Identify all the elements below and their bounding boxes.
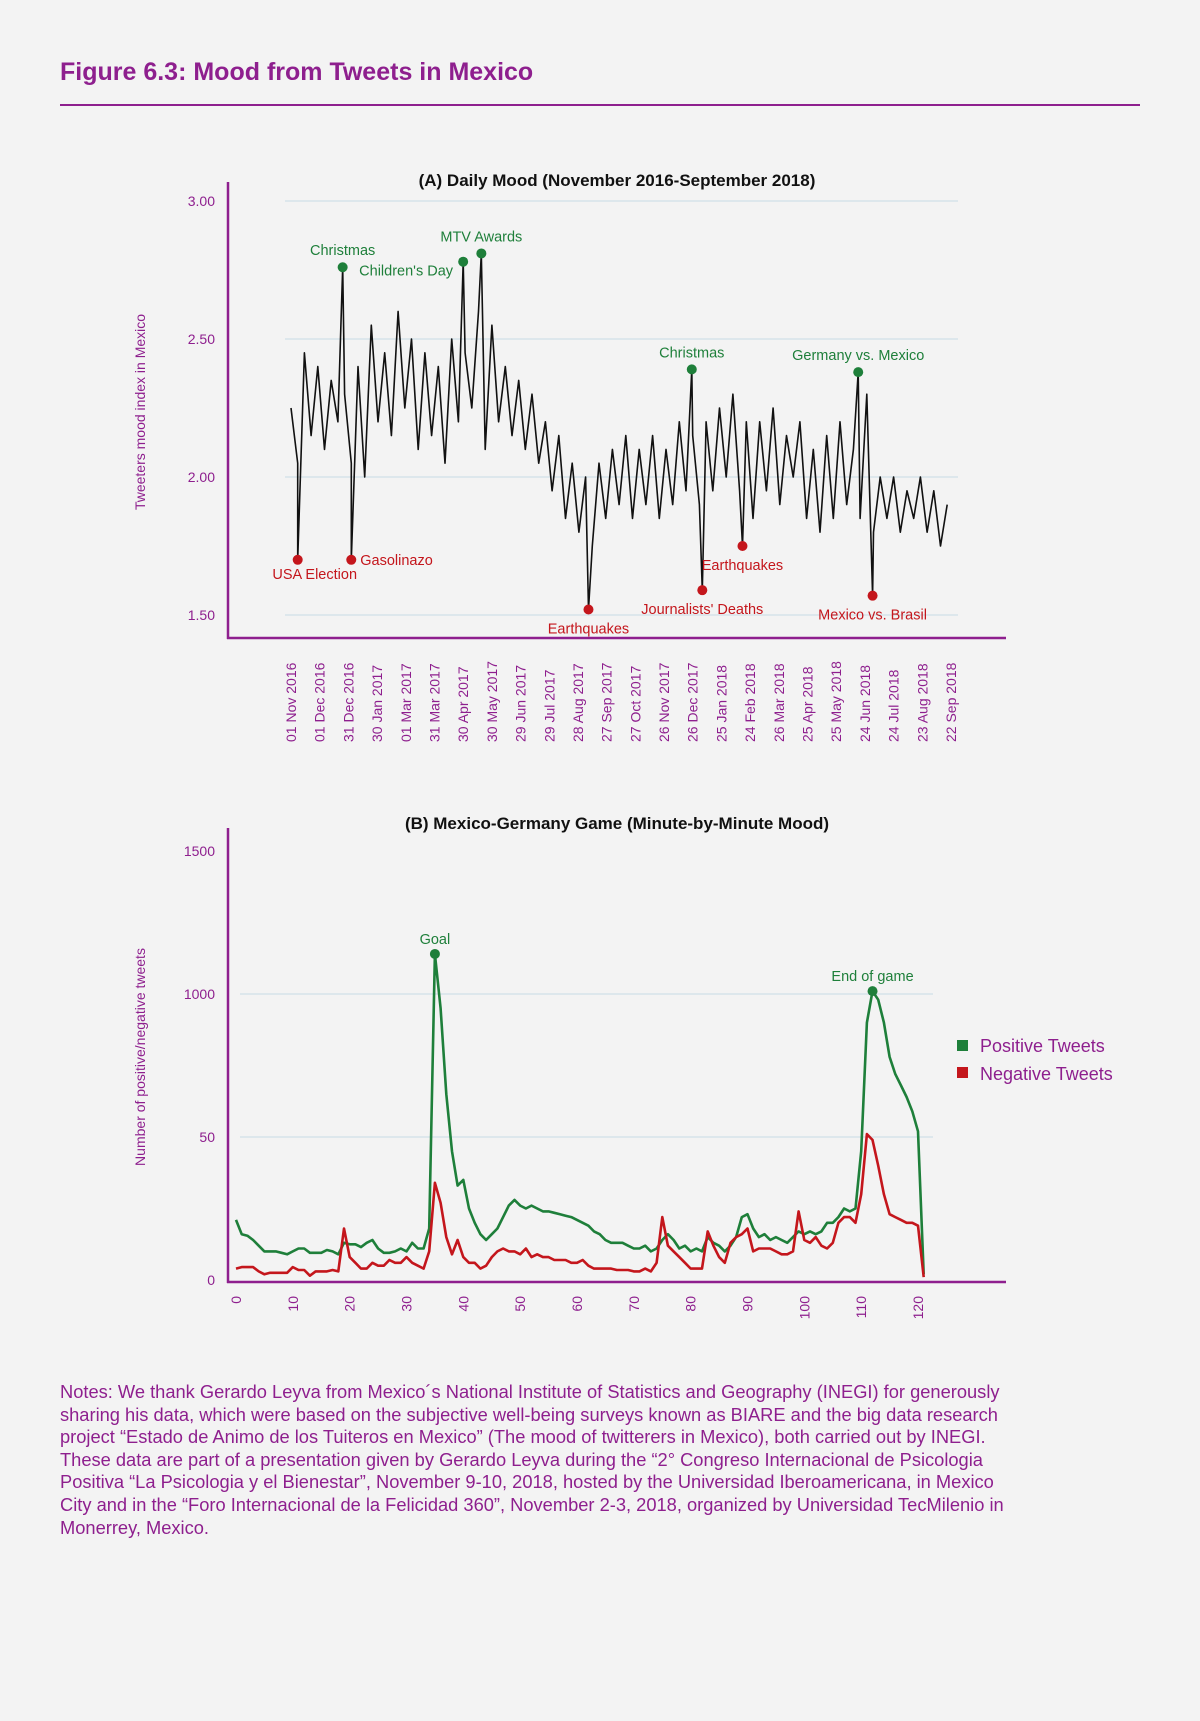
notes-line: Positiva “La Psicologia y el Bienestar”,… (60, 1471, 994, 1493)
x-tick-label: 27 Oct 2017 (627, 666, 643, 742)
y-tick-label: 50 (199, 1129, 215, 1145)
x-tick-label: 22 Sep 2018 (943, 662, 959, 742)
event-marker (697, 585, 708, 596)
x-tick-label: 50 (512, 1296, 528, 1312)
y-tick-label: 0 (207, 1272, 215, 1288)
x-tick-label: 70 (626, 1296, 642, 1312)
event-label: End of game (831, 969, 913, 985)
x-tick-label: 30 Apr 2017 (455, 666, 471, 742)
x-tick-label: 60 (569, 1296, 585, 1312)
y-tick-label: 1.50 (188, 607, 215, 623)
y-tick-label: 1500 (184, 843, 215, 859)
x-tick-label: 30 May 2017 (484, 661, 500, 742)
x-tick-label: 29 Jun 2017 (513, 665, 529, 742)
x-tick-label: 25 Apr 2018 (800, 666, 816, 742)
x-tick-label: 31 Mar 2017 (426, 663, 442, 742)
event-label: Goal (420, 932, 451, 948)
y-tick-label: 3.00 (188, 193, 215, 209)
figure-notes: Notes: We thank Gerardo Leyva from Mexic… (60, 1381, 1004, 1539)
event-label: Journalists' Deaths (641, 602, 763, 618)
event-label: Christmas (310, 243, 375, 259)
chart-b-legend: Positive Tweets Negative Tweets (957, 1036, 1113, 1084)
x-tick-label: 24 Jul 2018 (886, 669, 902, 742)
legend-swatch-negative (957, 1067, 968, 1078)
x-tick-label: 25 May 2018 (828, 661, 844, 742)
event-marker (476, 248, 487, 259)
x-tick-label: 26 Dec 2017 (685, 662, 701, 742)
legend-label-negative: Negative Tweets (980, 1064, 1113, 1084)
positive-tweets-line (234, 952, 925, 1275)
x-tick-label: 01 Nov 2016 (283, 662, 299, 742)
event-marker (346, 554, 357, 565)
event-marker (867, 590, 878, 601)
event-label: MTV Awards (440, 229, 522, 245)
event-label: Earthquakes (702, 558, 783, 574)
chart-a-title: (A) Daily Mood (November 2016-September … (419, 171, 816, 190)
notes-line: project “Estado de Animo de los Tuiteros… (60, 1426, 986, 1448)
event-marker (737, 541, 748, 551)
x-tick-label: 26 Mar 2018 (771, 663, 787, 742)
y-tick-label: 2.00 (188, 469, 215, 485)
x-tick-label: 27 Sep 2017 (599, 662, 615, 742)
x-tick-label: 20 (342, 1296, 358, 1312)
chart-a-daily-mood: (A) Daily Mood (November 2016-September … (132, 171, 1006, 742)
y-tick-label: 1000 (184, 986, 215, 1002)
event-marker (686, 364, 697, 375)
x-tick-label: 01 Mar 2017 (398, 663, 414, 742)
notes-line: Notes: We thank Gerardo Leyva from Mexic… (60, 1381, 1000, 1402)
x-tick-label: 10 (285, 1296, 301, 1312)
x-tick-label: 100 (796, 1296, 812, 1320)
x-tick-label: 30 (399, 1296, 415, 1312)
negative-tweets-line (235, 1132, 925, 1278)
y-tick-label: 2.50 (188, 331, 215, 347)
legend-label-positive: Positive Tweets (980, 1036, 1105, 1056)
x-tick-label: 90 (740, 1296, 756, 1312)
x-tick-label: 29 Jul 2017 (541, 669, 557, 742)
x-tick-label: 40 (455, 1296, 471, 1312)
x-tick-label: 30 Jan 2017 (369, 665, 385, 742)
event-marker (292, 554, 303, 565)
notes-line: Monerrey, Mexico. (60, 1516, 209, 1538)
notes-line: City and in the “Foro Internacional de l… (60, 1493, 1004, 1515)
event-label: Earthquakes (548, 621, 629, 637)
event-marker (337, 262, 348, 273)
event-label: USA Election (272, 567, 357, 583)
event-marker (458, 256, 469, 267)
event-marker (853, 367, 864, 378)
event-label: Mexico vs. Brasil (818, 608, 927, 624)
chart-a-y-axis-label: Tweeters mood index in Mexico (132, 314, 148, 510)
mood-index-line (290, 252, 948, 611)
x-tick-label: 28 Aug 2017 (570, 663, 586, 742)
x-tick-label: 0 (228, 1296, 244, 1304)
x-tick-label: 26 Nov 2017 (656, 662, 672, 742)
x-tick-label: 110 (853, 1296, 869, 1319)
event-label: Children's Day (359, 264, 454, 280)
event-marker (867, 986, 878, 997)
event-label: Christmas (659, 345, 724, 361)
x-tick-label: 31 Dec 2016 (340, 662, 356, 742)
figure-title: Figure 6.3: Mood from Tweets in Mexico (60, 58, 534, 86)
chart-b-title: (B) Mexico-Germany Game (Minute-by-Minut… (405, 814, 829, 833)
x-tick-label: 80 (683, 1296, 699, 1312)
event-marker (583, 604, 594, 615)
notes-line: These data are part of a presentation gi… (60, 1448, 983, 1470)
event-label: Gasolinazo (360, 553, 433, 569)
x-tick-label: 24 Feb 2018 (742, 663, 758, 742)
x-tick-label: 24 Jun 2018 (857, 665, 873, 742)
x-tick-label: 01 Dec 2016 (312, 662, 328, 742)
legend-swatch-positive (957, 1040, 968, 1051)
notes-line: sharing his data, which were based on th… (60, 1403, 998, 1425)
event-marker (429, 948, 440, 959)
chart-b-y-axis-label: Number of positive/negative tweets (132, 948, 148, 1166)
x-tick-label: 23 Aug 2018 (914, 663, 930, 742)
title-divider (60, 104, 1140, 106)
event-label: Germany vs. Mexico (792, 348, 924, 364)
chart-b-game-mood: (B) Mexico-Germany Game (Minute-by-Minut… (132, 814, 1113, 1319)
x-tick-label: 120 (910, 1296, 926, 1320)
x-tick-label: 25 Jan 2018 (713, 665, 729, 742)
